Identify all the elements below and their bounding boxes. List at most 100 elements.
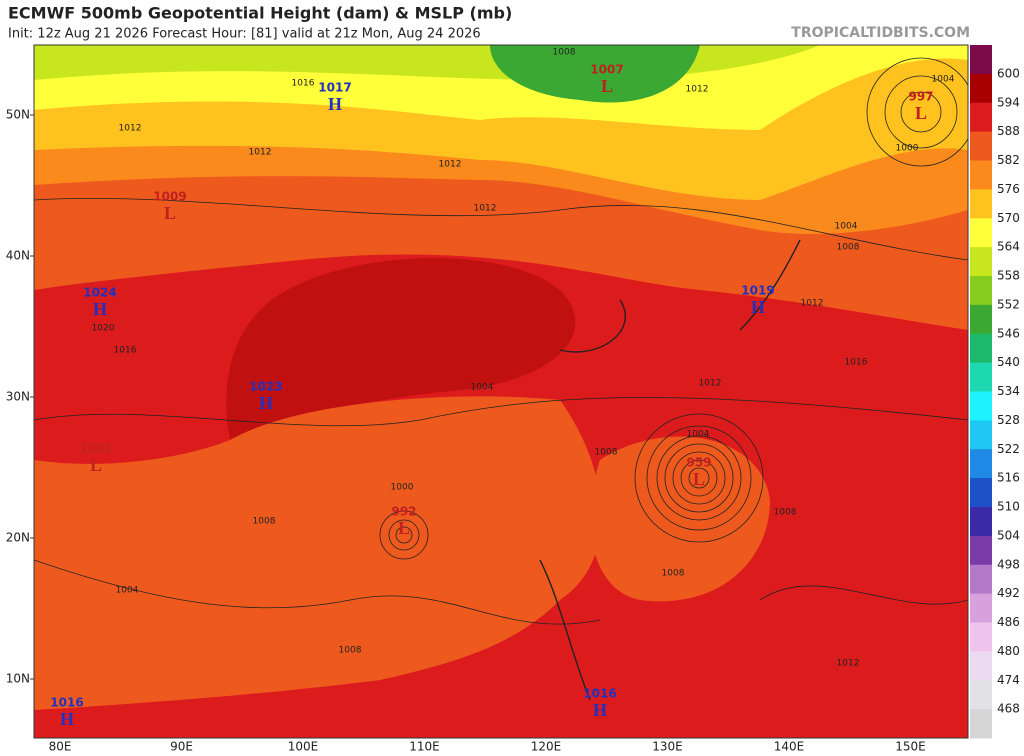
isobar-label: 1008 xyxy=(837,243,860,253)
title: ECMWF 500mb Geopotential Height (dam) & … xyxy=(8,4,512,23)
colorbar-label: 540 xyxy=(997,355,1020,369)
isobar-label: 1012 xyxy=(699,379,722,389)
colorbar-swatch xyxy=(970,651,992,681)
map-border xyxy=(33,44,969,739)
colorbar-swatch xyxy=(970,449,992,479)
isobar-label: 1008 xyxy=(253,517,276,527)
lat-label: 50N xyxy=(6,108,30,122)
colorbar-swatch xyxy=(970,333,992,364)
isobar-label: 1004 xyxy=(835,222,858,232)
pressure-center: L xyxy=(601,76,613,96)
colorbar-label: 486 xyxy=(997,615,1020,629)
isobar-label: 1016 xyxy=(292,79,315,89)
isobar-label: 1012 xyxy=(686,85,709,95)
colorbar-label: 594 xyxy=(997,95,1020,109)
field xyxy=(226,257,576,440)
lon-label: 120E xyxy=(531,740,562,754)
source: TROPICALTIDBITS.COM xyxy=(791,25,970,41)
pressure-center: L xyxy=(693,469,705,489)
isobar-label: 1012 xyxy=(119,124,142,134)
isobar-label: 1000 xyxy=(391,483,414,493)
pressure-center: H xyxy=(593,700,607,720)
isobar-label: 1008 xyxy=(662,569,685,579)
colorbar-label: 474 xyxy=(997,673,1020,687)
colorbar-swatch xyxy=(970,593,992,623)
isobar-label: 1004 xyxy=(687,430,710,440)
pressure-value: 1007 xyxy=(590,63,623,77)
pressure-value: 1019 xyxy=(741,284,774,298)
pressure-center: H xyxy=(751,297,765,317)
isobar-label: 1012 xyxy=(249,148,272,158)
isobar-label: 1008 xyxy=(774,508,797,518)
pressure-center: H xyxy=(328,94,342,114)
colorbar-swatch xyxy=(970,131,992,161)
colorbar-swatch xyxy=(970,160,992,190)
colorbar-label: 576 xyxy=(997,182,1020,196)
colorbar-swatch xyxy=(970,247,992,277)
isobar-label: 1008 xyxy=(553,48,576,58)
colorbar-swatch xyxy=(970,391,992,421)
pressure-center: H xyxy=(60,709,74,729)
isobars xyxy=(34,57,968,701)
isobar-label: 1008 xyxy=(595,448,618,458)
colorbar-label: 534 xyxy=(997,384,1020,398)
lon-label: 130E xyxy=(652,740,683,754)
pressure-center: L xyxy=(398,518,410,538)
colorbar-swatch xyxy=(970,304,992,335)
pressure-value: 992 xyxy=(391,505,416,519)
colorbar-label: 558 xyxy=(997,269,1020,283)
pressure-value: 1001 xyxy=(79,442,112,456)
lat-label: 30N xyxy=(6,390,30,404)
pressure-value: 1024 xyxy=(83,286,116,300)
pressure-value: 1016 xyxy=(50,696,83,710)
colorbar-swatch xyxy=(970,709,992,739)
colorbar-label: 600 xyxy=(997,66,1020,80)
colorbar-swatch xyxy=(970,218,992,248)
colorbar-swatch xyxy=(970,420,992,450)
colorbar-label: 504 xyxy=(997,528,1020,542)
colorbar-swatch xyxy=(970,622,992,652)
colorbar-label: 582 xyxy=(997,153,1020,167)
field xyxy=(34,396,602,710)
isobar-label: 1004 xyxy=(932,75,955,85)
pressure-value: 1016 xyxy=(583,687,616,701)
isobar-label: 1000 xyxy=(896,144,919,154)
colorbar-swatch xyxy=(970,507,992,537)
lat-label: 10N xyxy=(6,672,30,686)
isobar-label: 1004 xyxy=(116,586,139,596)
colorbar-label: 516 xyxy=(997,471,1020,485)
colorbar-swatch xyxy=(970,189,992,219)
colorbar-swatch xyxy=(970,478,992,508)
pressure-center: L xyxy=(915,103,927,123)
pressure-value: 1009 xyxy=(153,190,186,204)
colorbar-swatch xyxy=(970,102,992,133)
colorbar-label: 552 xyxy=(997,297,1020,311)
pressure-value: 1023 xyxy=(249,380,282,394)
field xyxy=(490,45,700,103)
colorbar-label: 468 xyxy=(997,702,1020,716)
colorbar-label: 528 xyxy=(997,413,1020,427)
lon-label: 80E xyxy=(49,740,72,754)
colorbar-label: 564 xyxy=(997,240,1020,254)
isobar-label: 1020 xyxy=(92,324,115,334)
lat-label: 20N xyxy=(6,531,30,545)
pressure-center: H xyxy=(93,299,107,319)
colorbar-label: 498 xyxy=(997,557,1020,571)
colorbar-swatch xyxy=(970,276,992,306)
lat-label: 40N xyxy=(6,249,30,263)
lon-label: 140E xyxy=(774,740,805,754)
pressure-center: L xyxy=(90,455,102,475)
subtitle: Init: 12z Aug 21 2026 Forecast Hour: [81… xyxy=(8,27,481,42)
colorbar-label: 510 xyxy=(997,500,1020,514)
pressure-center: L xyxy=(164,203,176,223)
colorbar-label: 546 xyxy=(997,326,1020,340)
colorbar-label: 522 xyxy=(997,442,1020,456)
pressure-value: 997 xyxy=(908,90,933,104)
colorbar-label: 492 xyxy=(997,586,1020,600)
colorbar-label: 480 xyxy=(997,644,1020,658)
colorbar-swatch xyxy=(970,73,992,104)
pressure-value: 959 xyxy=(686,456,711,470)
